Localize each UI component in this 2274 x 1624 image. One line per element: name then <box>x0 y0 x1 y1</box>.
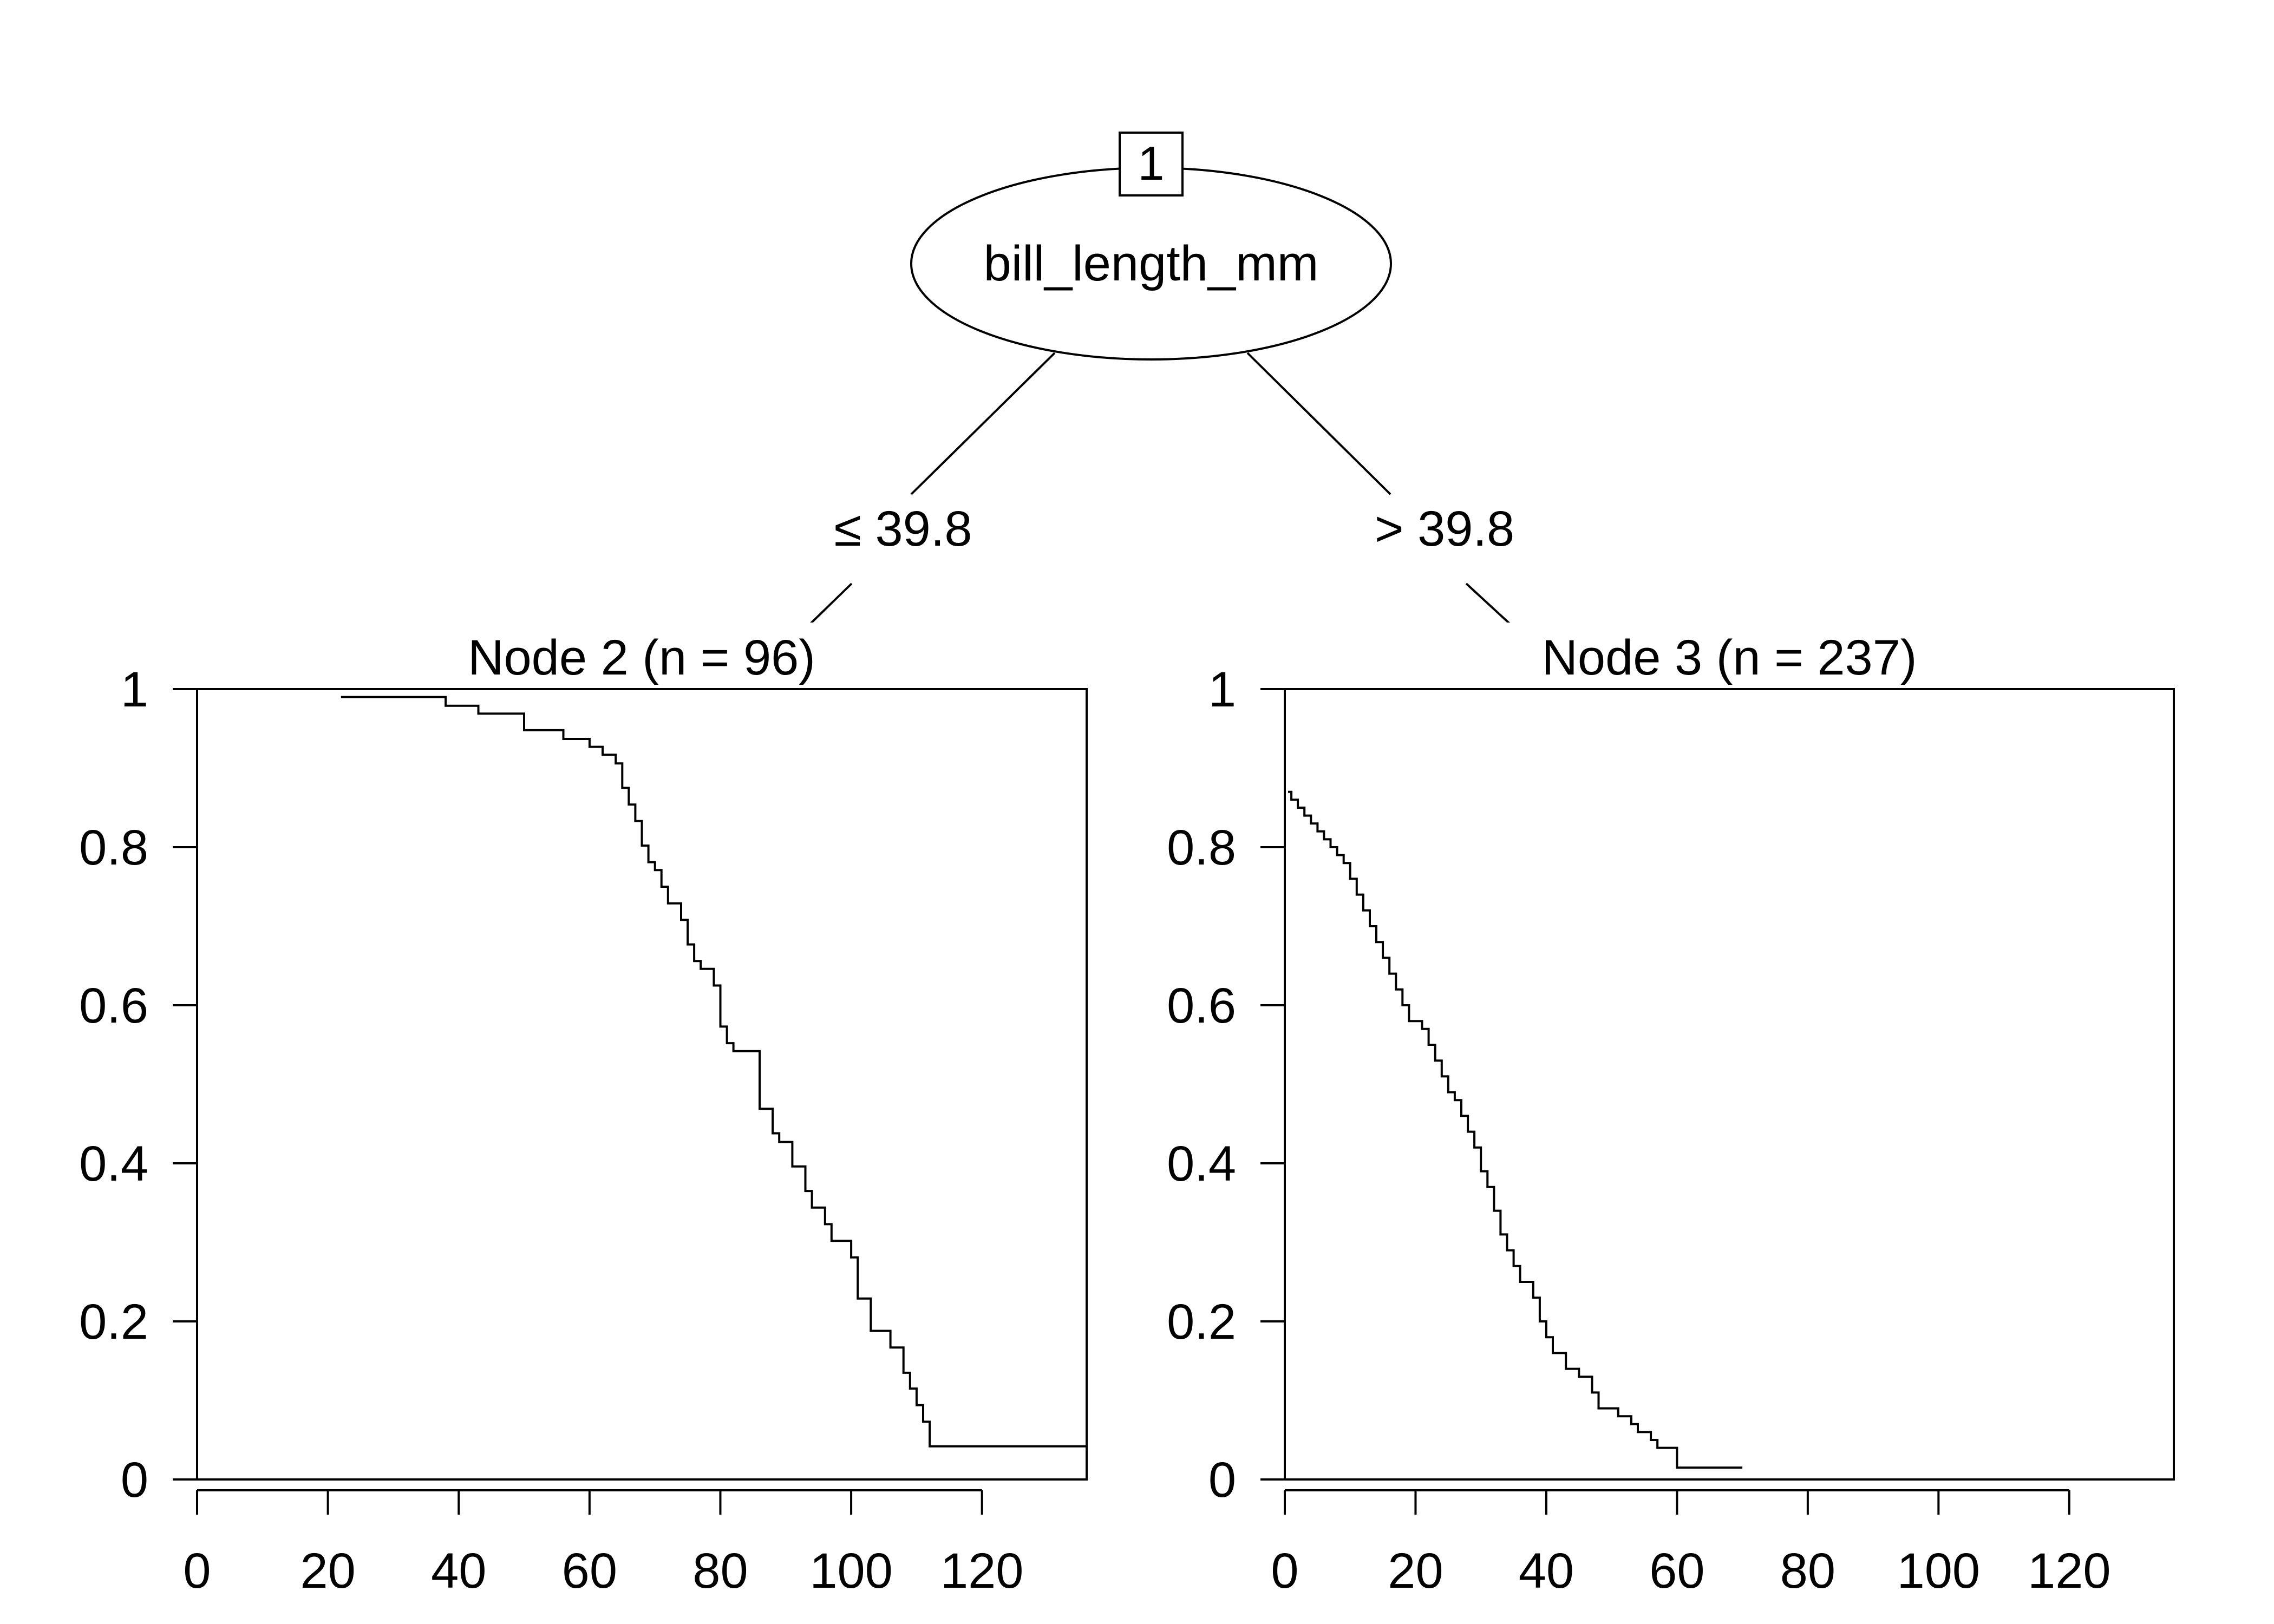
edge-label-left-bg <box>814 495 992 566</box>
x-tick-label: 100 <box>809 1543 893 1599</box>
y-tick-label: 0.8 <box>79 820 148 875</box>
edge-label-right: > 39.8 <box>1375 501 1514 556</box>
tree <box>773 132 1529 660</box>
survival-curve <box>341 696 1087 1448</box>
y-tick-label: 0 <box>121 1452 148 1508</box>
panel-title: Node 3 (n = 237) <box>1541 630 1917 685</box>
root-node-id: 1 <box>1138 136 1165 190</box>
plot-frame <box>196 688 1088 1481</box>
y-tick-label: 0.2 <box>79 1294 148 1350</box>
panel-title-bg <box>1502 623 1957 685</box>
x-tick-label: 80 <box>692 1543 748 1599</box>
y-tick-label: 0 <box>1208 1452 1236 1508</box>
panel-title: Node 2 (n = 96) <box>468 630 815 685</box>
x-tick-label: 0 <box>183 1543 211 1599</box>
plot-frame <box>1284 688 2175 1481</box>
x-tick-label: 100 <box>1897 1543 1981 1599</box>
y-tick-label: 0.6 <box>1167 978 1236 1033</box>
x-tick-label: 0 <box>1271 1543 1298 1599</box>
edge-right-upper <box>1246 352 1391 495</box>
x-tick-label: 120 <box>2028 1543 2111 1599</box>
y-tick-label: 0.6 <box>79 978 148 1033</box>
y-tick-label: 0.4 <box>79 1136 148 1191</box>
x-tick-label: 60 <box>562 1543 617 1599</box>
x-tick-label: 20 <box>300 1543 355 1599</box>
y-tick-label: 0.2 <box>1167 1294 1236 1350</box>
y-tick-label: 0.8 <box>1167 820 1236 875</box>
root-node-variable: bill_length_mm <box>984 236 1319 291</box>
y-tick-label: 1 <box>121 662 148 717</box>
root-node-id-box <box>1119 132 1184 197</box>
survival-curve <box>1288 790 1743 1469</box>
x-tick-label: 20 <box>1388 1543 1443 1599</box>
edge-label-left: ≤ 39.8 <box>834 501 972 556</box>
edge-left-upper <box>910 352 1056 495</box>
panel-title-bg <box>414 623 869 685</box>
x-tick-label: 40 <box>1519 1543 1574 1599</box>
y-tick-label: 1 <box>1208 662 1236 717</box>
node-2-panel: Node 2 (n = 96) 0 0.2 0.4 0.6 0.8 1 0 20 40 60 80 10… <box>79 623 1088 1599</box>
x-tick-label: 60 <box>1649 1543 1704 1599</box>
x-tick-label: 80 <box>1780 1543 1835 1599</box>
x-tick-label: 40 <box>431 1543 486 1599</box>
node-3-panel: Node 3 (n = 237) 0 0.2 0.4 0.6 0.8 1 0 20 40 60 80 1… <box>1167 623 2175 1599</box>
y-tick-label: 0.4 <box>1167 1136 1236 1191</box>
edge-label-right-bg <box>1355 495 1534 566</box>
x-tick-label: 120 <box>940 1543 1024 1599</box>
